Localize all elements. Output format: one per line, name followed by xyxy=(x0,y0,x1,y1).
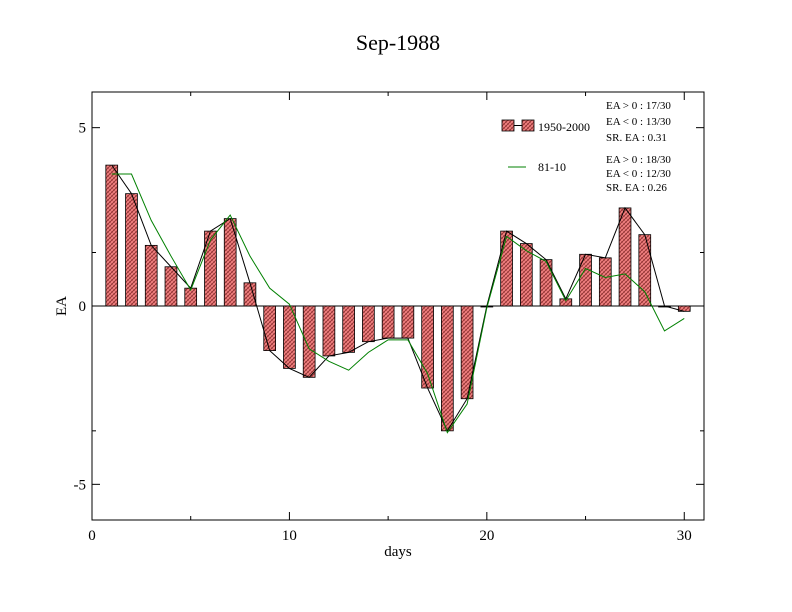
bar-day-1 xyxy=(105,164,119,307)
x-axis-label: days xyxy=(384,544,412,560)
x-tick-label: 0 xyxy=(88,528,96,544)
line-1950-2000 xyxy=(111,164,685,432)
stat-81-10-negative: EA < 0 : 12/30 xyxy=(606,168,671,180)
bar-day-3 xyxy=(144,244,158,307)
bar-day-21 xyxy=(500,230,513,307)
chart-title: Sep-1988 xyxy=(356,30,440,55)
bar-day-9 xyxy=(263,305,277,351)
bar-day-23 xyxy=(539,259,553,307)
y-axis-label: EA xyxy=(54,296,70,316)
bar-day-16 xyxy=(401,305,415,339)
bar-day-11 xyxy=(302,305,316,378)
y-tick-label: 0 xyxy=(79,299,87,315)
stat-81-10-positive: EA > 0 : 18/30 xyxy=(606,154,671,166)
legend-label-1950-2000: 1950-2000 xyxy=(538,120,590,134)
bar-day-26 xyxy=(598,257,612,307)
line-81-10 xyxy=(111,173,685,434)
legend-swatch-1950-2000-a xyxy=(501,119,515,132)
bar-day-14 xyxy=(362,305,375,343)
bar-day-4 xyxy=(164,266,178,307)
line-series xyxy=(111,164,685,434)
x-tick-label: 10 xyxy=(282,528,297,544)
stat-1950-2000-positive: EA > 0 : 17/30 xyxy=(606,100,671,112)
axis-ticks: 0 10 20 30 -5 0 5 xyxy=(74,92,704,544)
legend-label-81-10: 81-10 xyxy=(538,160,566,174)
bar-day-27 xyxy=(618,207,632,307)
y-tick-label: 5 xyxy=(79,121,87,137)
bar-day-15 xyxy=(381,305,395,339)
stat-1950-2000-sr: SR. EA : 0.31 xyxy=(606,132,667,144)
bar-day-17 xyxy=(421,305,434,389)
bar-series-1950-2000 xyxy=(105,164,691,432)
bar-day-28 xyxy=(638,234,652,307)
bar-day-10 xyxy=(283,305,296,369)
y-tick-label: -5 xyxy=(74,477,87,493)
bar-day-18 xyxy=(441,305,454,432)
x-tick-label: 20 xyxy=(479,528,494,544)
bar-day-2 xyxy=(125,193,138,307)
bar-day-8 xyxy=(243,282,257,307)
bar-day-12 xyxy=(322,305,336,357)
stat-1950-2000-negative: EA < 0 : 13/30 xyxy=(606,116,671,128)
legend: 1950-2000 81-10 EA > 0 : 17/30 EA < 0 : … xyxy=(501,100,671,194)
bar-day-30 xyxy=(677,305,691,312)
bar-day-13 xyxy=(342,305,355,353)
x-tick-label: 30 xyxy=(677,528,692,544)
stat-81-10-sr: SR. EA : 0.26 xyxy=(606,182,667,194)
bar-day-25 xyxy=(579,253,592,307)
legend-swatch-1950-2000-b xyxy=(521,119,535,132)
